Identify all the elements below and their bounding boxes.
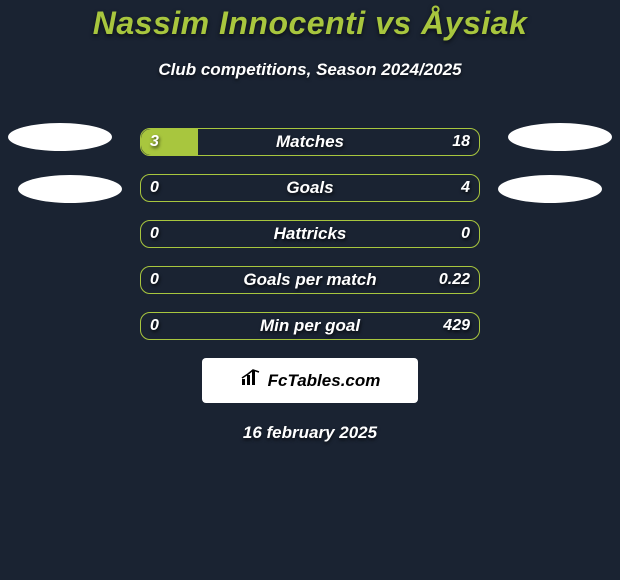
fctables-logo: FcTables.com — [202, 358, 418, 403]
logo-text: FcTables.com — [268, 371, 381, 391]
stat-right-value: 18 — [452, 128, 470, 156]
stat-row: 0 Min per goal 429 — [0, 312, 620, 340]
infographic-container: Nassim Innocenti vs Åysiak Club competit… — [0, 0, 620, 443]
stat-label: Goals — [140, 174, 480, 202]
stat-label: Matches — [140, 128, 480, 156]
stat-right-value: 0.22 — [439, 266, 470, 294]
stat-row: 0 Goals 4 — [0, 174, 620, 202]
stat-right-value: 0 — [461, 220, 470, 248]
stat-row: 0 Hattricks 0 — [0, 220, 620, 248]
stat-right-value: 429 — [443, 312, 470, 340]
stat-right-value: 4 — [461, 174, 470, 202]
stat-row: 0 Goals per match 0.22 — [0, 266, 620, 294]
stat-label: Min per goal — [140, 312, 480, 340]
comparison-title: Nassim Innocenti vs Åysiak — [0, 5, 620, 42]
stat-label: Goals per match — [140, 266, 480, 294]
chart-icon — [240, 369, 262, 392]
date-text: 16 february 2025 — [0, 423, 620, 443]
subtitle: Club competitions, Season 2024/2025 — [0, 60, 620, 80]
stats-list: 3 Matches 18 0 Goals 4 0 Hattricks 0 — [0, 128, 620, 340]
stat-label: Hattricks — [140, 220, 480, 248]
stat-row: 3 Matches 18 — [0, 128, 620, 156]
